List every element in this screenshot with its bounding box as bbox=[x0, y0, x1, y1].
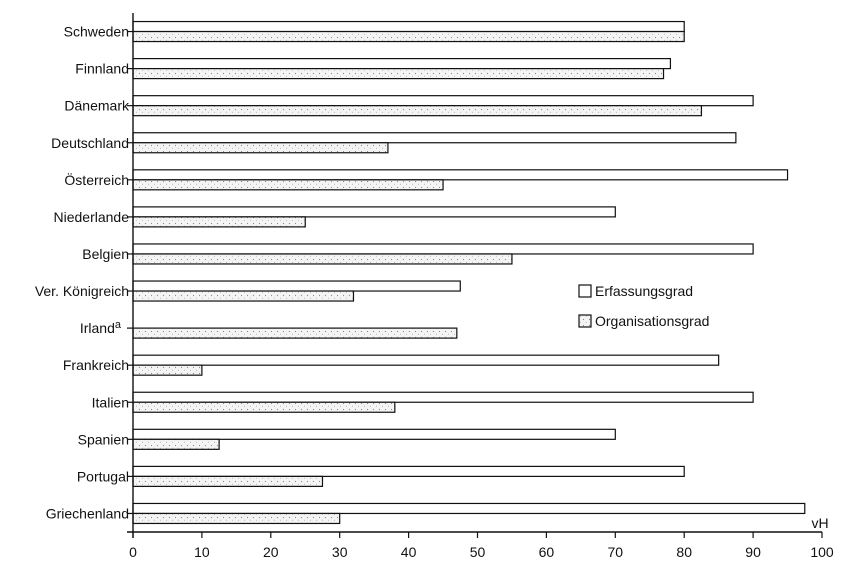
x-tick-label: 100 bbox=[810, 544, 834, 560]
category-label: Dänemark bbox=[64, 98, 130, 114]
x-tick-label: 50 bbox=[470, 544, 486, 560]
category-label: Deutschland bbox=[51, 135, 129, 151]
legend-swatch bbox=[578, 314, 592, 328]
legend-label: Organisationsgrad bbox=[595, 313, 709, 329]
bar-organisationsgrad bbox=[132, 105, 703, 117]
category-label: Belgien bbox=[82, 246, 129, 262]
x-tick-label: 10 bbox=[194, 544, 210, 560]
bar-organisationsgrad bbox=[132, 438, 220, 450]
bar-organisationsgrad bbox=[132, 68, 665, 80]
category-label: Frankreich bbox=[63, 357, 129, 373]
bar-erfassungsgrad bbox=[132, 243, 754, 255]
bar-erfassungsgrad bbox=[132, 280, 461, 292]
category-label: Portugal bbox=[77, 468, 129, 484]
x-tick-label: 90 bbox=[745, 544, 761, 560]
x-tick-label: 40 bbox=[401, 544, 417, 560]
x-tick-label: 20 bbox=[263, 544, 279, 560]
category-label: Irlanda bbox=[80, 319, 122, 336]
bar-organisationsgrad bbox=[132, 216, 306, 228]
x-axis-unit-label: vH bbox=[811, 515, 828, 531]
bar-organisationsgrad bbox=[132, 475, 324, 487]
bar-erfassungsgrad bbox=[132, 206, 616, 218]
x-tick-label: 60 bbox=[539, 544, 555, 560]
legend-label: Erfassungsgrad bbox=[595, 283, 693, 299]
x-tick-label: 70 bbox=[608, 544, 624, 560]
bar-erfassungsgrad bbox=[132, 169, 789, 181]
bar-erfassungsgrad bbox=[132, 132, 737, 144]
bar-erfassungsgrad bbox=[132, 391, 754, 403]
category-label: Ver. Königreich bbox=[35, 283, 129, 299]
category-label: Österreich bbox=[64, 171, 129, 188]
bar-erfassungsgrad bbox=[132, 95, 754, 107]
category-superscript: a bbox=[115, 319, 122, 331]
legend-swatch bbox=[578, 284, 592, 298]
bar-erfassungsgrad bbox=[132, 20, 685, 33]
category-label: Italien bbox=[92, 394, 129, 410]
bar-organisationsgrad bbox=[132, 179, 444, 191]
x-tick-label: 80 bbox=[676, 544, 692, 560]
bar-organisationsgrad bbox=[132, 327, 458, 339]
category-label: Schweden bbox=[64, 24, 129, 40]
category-label: Spanien bbox=[78, 431, 129, 447]
category-label: Niederlande bbox=[54, 209, 130, 225]
plot-area: Schweden Finnland Dänemark Deutschland Öster… bbox=[35, 13, 834, 560]
bar-erfassungsgrad bbox=[132, 58, 672, 70]
legend: Erfassungsgrad Organisationsgrad bbox=[578, 283, 709, 329]
x-tick-label: 0 bbox=[129, 544, 137, 560]
category-label: Griechenland bbox=[46, 505, 129, 521]
bar-organisationsgrad bbox=[132, 30, 685, 43]
bar-organisationsgrad bbox=[132, 364, 203, 376]
x-tick-label: 30 bbox=[332, 544, 348, 560]
bar-erfassungsgrad bbox=[132, 354, 720, 366]
bar-organisationsgrad bbox=[132, 512, 341, 525]
bar-organisationsgrad bbox=[132, 290, 355, 302]
bar-erfassungsgrad bbox=[132, 465, 685, 477]
bar-organisationsgrad bbox=[132, 401, 396, 413]
category-label: Finnland bbox=[75, 61, 129, 77]
bar-organisationsgrad bbox=[132, 142, 389, 154]
bar-organisationsgrad bbox=[132, 253, 513, 265]
bar-erfassungsgrad bbox=[132, 502, 806, 515]
bar-erfassungsgrad bbox=[132, 428, 616, 440]
